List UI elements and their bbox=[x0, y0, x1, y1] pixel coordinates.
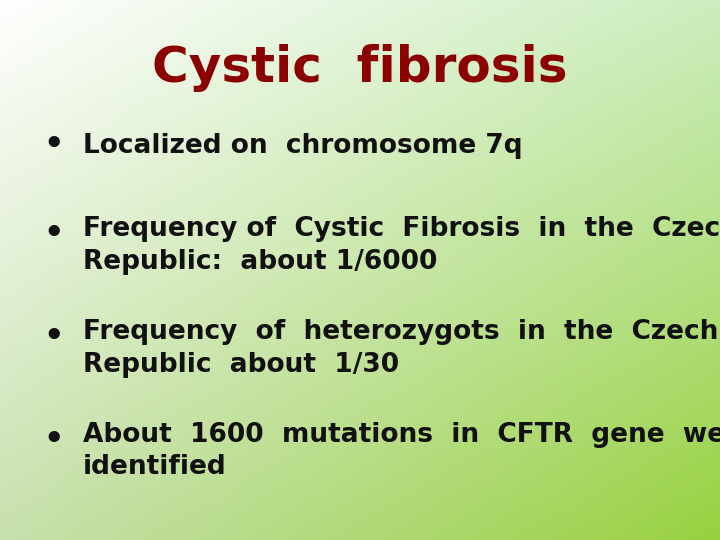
Text: Localized on  chromosome 7q: Localized on chromosome 7q bbox=[83, 133, 523, 159]
Text: identified: identified bbox=[83, 454, 227, 480]
Text: •: • bbox=[44, 322, 64, 353]
Text: •: • bbox=[44, 130, 64, 161]
Text: Frequency  of  heterozygots  in  the  Czech: Frequency of heterozygots in the Czech bbox=[83, 319, 718, 345]
Text: Frequency of  Cystic  Fibrosis  in  the  Czech: Frequency of Cystic Fibrosis in the Czec… bbox=[83, 217, 720, 242]
Text: •: • bbox=[44, 424, 64, 456]
Text: Republic:  about 1/6000: Republic: about 1/6000 bbox=[83, 249, 437, 275]
Text: Cystic  fibrosis: Cystic fibrosis bbox=[152, 44, 568, 91]
Text: Republic  about  1/30: Republic about 1/30 bbox=[83, 352, 399, 377]
Text: About  1600  mutations  in  CFTR  gene  were: About 1600 mutations in CFTR gene were bbox=[83, 422, 720, 448]
Text: •: • bbox=[44, 219, 64, 251]
